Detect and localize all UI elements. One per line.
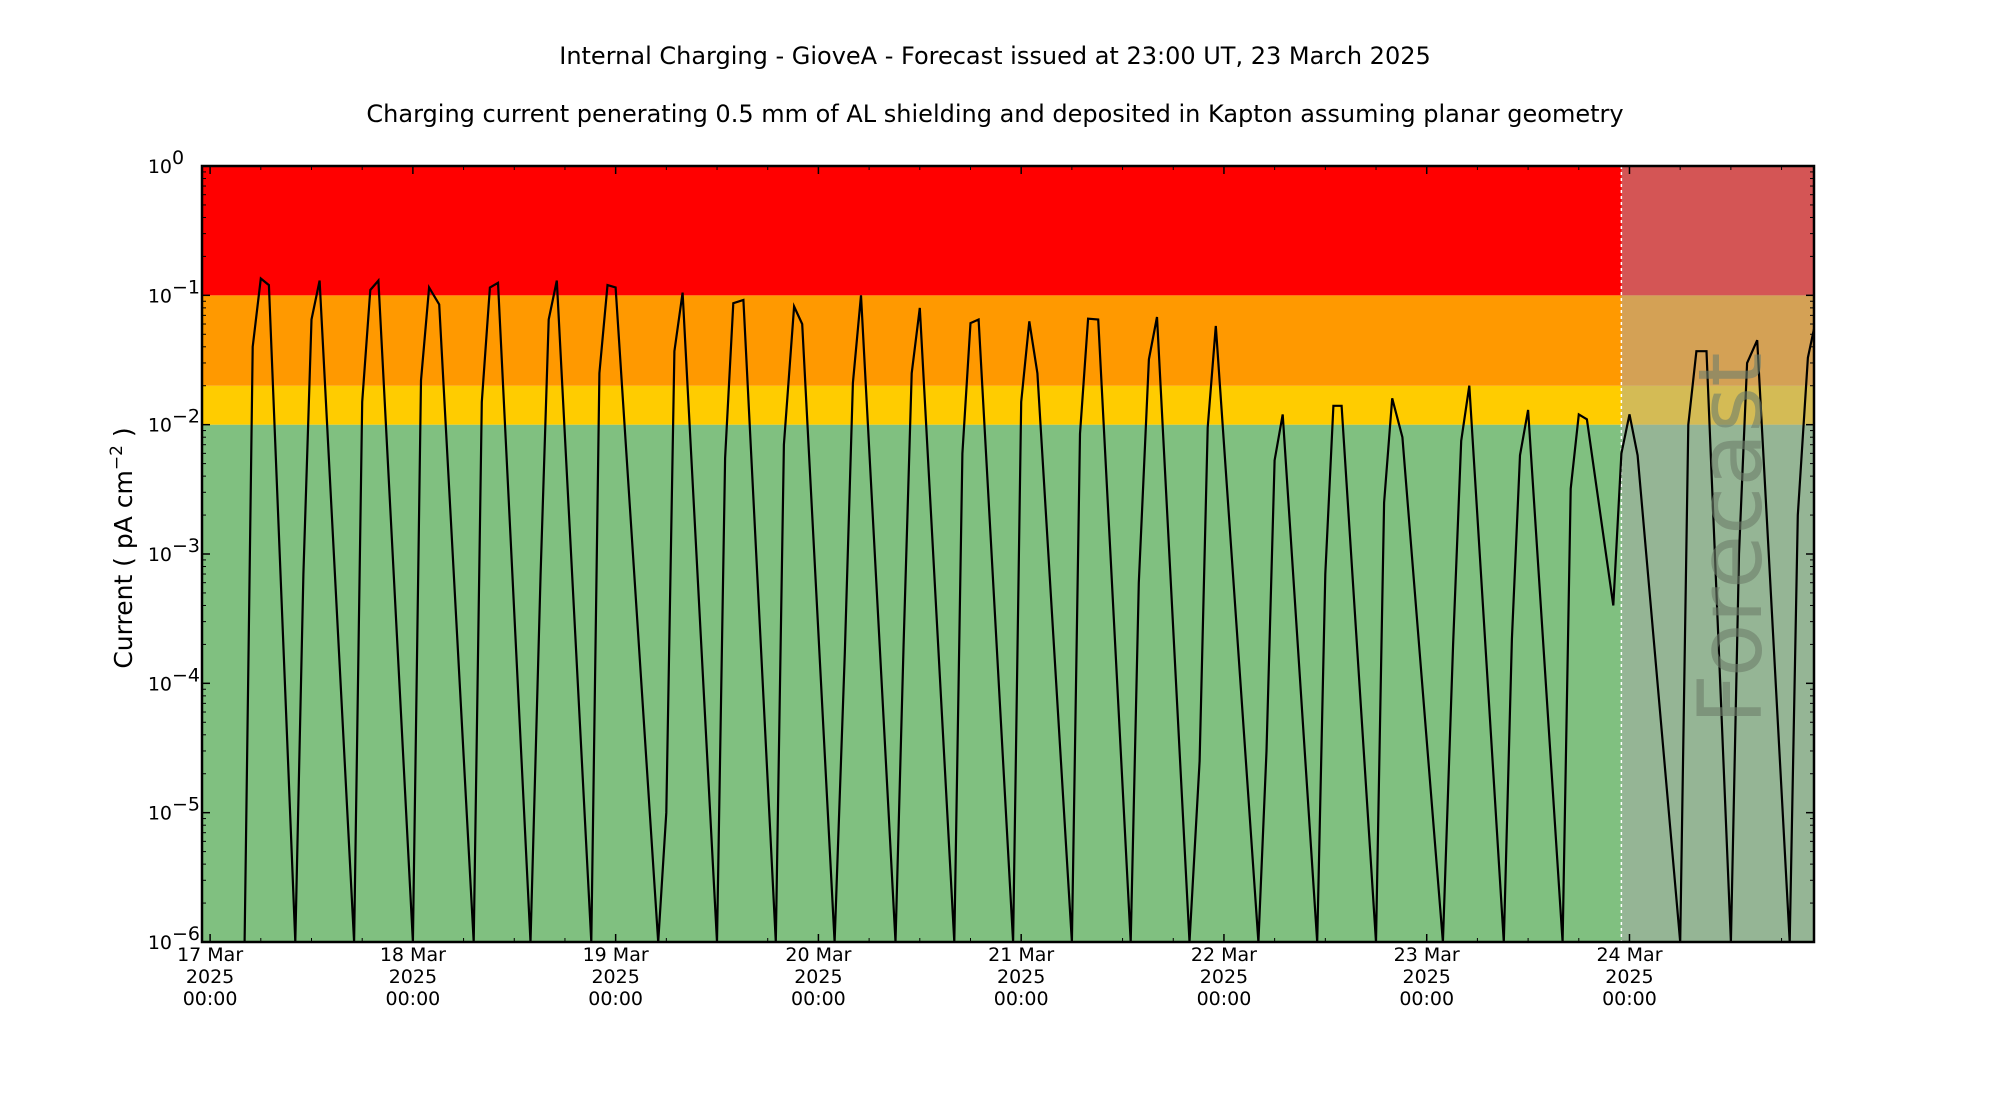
y-tick-label: 10 — [148, 285, 172, 307]
chart-title: Internal Charging - GioveA - Forecast is… — [559, 42, 1431, 70]
y-tick-exponent: −3 — [172, 535, 200, 557]
x-tick-label: 00:00 — [1399, 988, 1454, 1010]
x-tick-label: 00:00 — [994, 988, 1049, 1010]
forecast-label: Forecast — [1679, 352, 1782, 724]
series-line-0 — [243, 276, 1816, 943]
x-tick-label: 2025 — [1200, 966, 1248, 988]
current-series — [243, 276, 1816, 943]
y-axis-label: Current ( pA cm−2 ) — [107, 427, 138, 668]
x-tick-label: 2025 — [186, 966, 234, 988]
y-tick-label: 10 — [148, 156, 172, 178]
band-2 — [202, 295, 1814, 386]
y-tick-exponent: −6 — [172, 923, 200, 945]
y-tick-exponent: 0 — [172, 147, 184, 169]
x-tick-label: 00:00 — [588, 988, 643, 1010]
x-tick-label: 17 Mar — [177, 944, 243, 966]
y-tick-exponent: −4 — [172, 664, 200, 686]
x-tick-label: 23 Mar — [1394, 944, 1460, 966]
band-1 — [202, 385, 1814, 425]
band-3 — [202, 166, 1814, 296]
x-tick-label: 24 Mar — [1596, 944, 1662, 966]
severity-bands — [202, 166, 1814, 943]
x-tick-label: 20 Mar — [785, 944, 851, 966]
x-tick-label: 19 Mar — [583, 944, 649, 966]
y-tick-exponent: −2 — [172, 406, 200, 428]
x-tick-label: 2025 — [591, 966, 639, 988]
x-tick-label: 18 Mar — [380, 944, 446, 966]
x-tick-label: 2025 — [389, 966, 437, 988]
y-tick-label: 10 — [148, 932, 172, 954]
chart-subtitle: Charging current penerating 0.5 mm of AL… — [366, 100, 1623, 128]
x-tick-label: 00:00 — [1602, 988, 1657, 1010]
x-tick-label: 22 Mar — [1191, 944, 1257, 966]
x-tick-label: 2025 — [794, 966, 842, 988]
x-tick-label: 00:00 — [385, 988, 440, 1010]
x-tick-label: 2025 — [1403, 966, 1451, 988]
y-tick-label: 10 — [148, 544, 172, 566]
x-tick-label: 00:00 — [1197, 988, 1252, 1010]
x-tick-label: 21 Mar — [988, 944, 1054, 966]
y-tick-label: 10 — [148, 803, 172, 825]
x-tick-label: 00:00 — [791, 988, 846, 1010]
y-tick-label: 10 — [148, 415, 172, 437]
x-tick-label: 2025 — [997, 966, 1045, 988]
x-tick-label: 2025 — [1605, 966, 1653, 988]
y-tick-exponent: −5 — [172, 794, 200, 816]
x-tick-label: 00:00 — [183, 988, 238, 1010]
y-tick-label: 10 — [148, 673, 172, 695]
y-tick-exponent: −1 — [172, 276, 200, 298]
